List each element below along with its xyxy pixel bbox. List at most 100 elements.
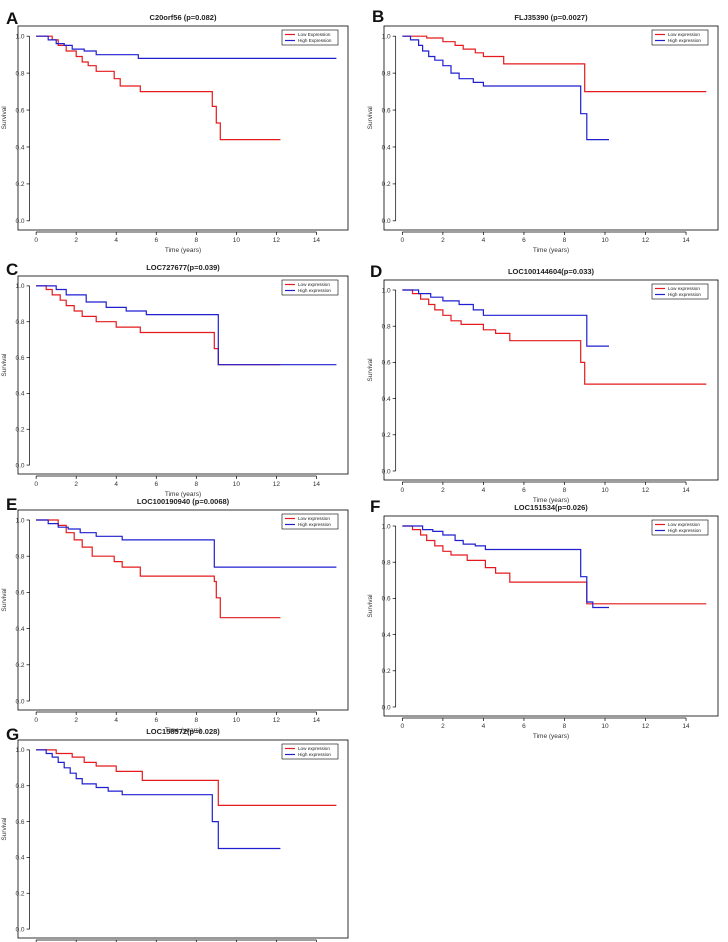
series-line-low	[36, 285, 281, 366]
y-tick-label: 1.0	[16, 517, 25, 524]
x-tick-label: 4	[114, 717, 118, 724]
legend-entry: High expression	[298, 522, 331, 527]
legend-entry: Low expression	[668, 522, 700, 527]
x-axis-label: Time (years)	[165, 727, 201, 734]
x-axis-label: Time (years)	[165, 247, 201, 254]
plot-frame	[17, 275, 349, 475]
x-tick-label: 12	[273, 481, 281, 488]
x-tick-label: 14	[313, 481, 321, 488]
plot-frame	[17, 25, 349, 231]
x-tick-label: 2	[441, 237, 445, 244]
x-tick-label: 10	[233, 237, 241, 244]
x-tick-label: 12	[642, 237, 650, 244]
x-tick-label: 14	[682, 723, 690, 730]
x-tick-label: 0	[34, 237, 38, 244]
y-tick-label: 0.6	[16, 355, 25, 362]
x-tick-label: 10	[601, 237, 609, 244]
x-tick-label: 2	[74, 237, 78, 244]
series-line-high	[36, 749, 281, 850]
series-line-low	[402, 35, 707, 93]
x-tick-label: 0	[401, 723, 405, 730]
y-axis-label: Survival	[1, 817, 8, 841]
x-tick-label: 6	[522, 487, 526, 494]
km-panel-d: D LOC100144604(p=0.033) 0.0 0.2 0.4 0.6 0.8 1.0…	[367, 262, 719, 504]
legend-box	[651, 29, 709, 46]
x-tick-label: 12	[642, 487, 650, 494]
x-tick-label: 12	[642, 723, 650, 730]
x-tick-label: 2	[441, 723, 445, 730]
x-tick-label: 14	[682, 237, 690, 244]
y-tick-label: 0.6	[382, 360, 391, 367]
legend-entry: High expression	[298, 288, 331, 293]
legend-entry: High expression	[298, 752, 331, 757]
plot-frame	[383, 25, 719, 231]
km-panel-a: A C20orf56 (p=0.082) 0.0 0.2 0.4 0.6 0.8 1.0 0 2 4…	[1, 9, 349, 254]
series-line-low	[36, 35, 281, 141]
x-tick-label: 6	[154, 481, 158, 488]
legend-entry: High expression	[668, 528, 701, 533]
x-tick-label: 8	[194, 237, 198, 244]
x-tick-label: 4	[482, 723, 486, 730]
legend-box	[651, 283, 709, 300]
km-panel-c: C LOC727677(p=0.039) 0.0 0.2 0.4 0.6 0.8 1.0 0 2 4…	[1, 260, 349, 498]
series-line-high	[36, 519, 337, 568]
panel-letter: A	[6, 9, 18, 28]
x-tick-label: 8	[194, 717, 198, 724]
x-tick-label: 8	[194, 481, 198, 488]
legend-entry: Low Expression	[298, 32, 331, 37]
y-tick-label: 0.4	[382, 144, 391, 151]
y-tick-label: 0.8	[16, 70, 25, 77]
legend-box	[281, 513, 339, 530]
series-line-high	[402, 289, 609, 347]
y-tick-label: 0.8	[16, 319, 25, 326]
x-tick-label: 12	[273, 237, 281, 244]
y-tick-label: 0.0	[382, 218, 391, 225]
series-line-low	[36, 519, 281, 619]
chart-title: LOC727677(p=0.039)	[146, 263, 220, 272]
panel-letter: D	[370, 262, 382, 281]
panel-letter: F	[370, 497, 380, 516]
y-tick-label: 0.4	[16, 144, 25, 151]
y-tick-label: 0.6	[16, 590, 25, 597]
panel-letter: B	[372, 7, 384, 26]
x-tick-label: 14	[313, 237, 321, 244]
plot-frame	[383, 279, 719, 481]
y-tick-label: 0.0	[16, 218, 25, 225]
y-tick-label: 0.2	[16, 891, 25, 898]
legend-entry: Low expression	[298, 282, 330, 287]
x-tick-label: 8	[563, 723, 567, 730]
x-tick-label: 4	[482, 487, 486, 494]
legend-entry: Low expression	[298, 746, 330, 751]
x-tick-label: 6	[522, 723, 526, 730]
y-tick-label: 0.0	[382, 468, 391, 475]
x-tick-label: 6	[154, 237, 158, 244]
x-axis-label: Time (years)	[165, 491, 201, 498]
y-tick-label: 0.0	[16, 926, 25, 933]
y-tick-label: 0.4	[16, 391, 25, 398]
legend-box	[281, 279, 339, 296]
x-tick-label: 0	[34, 481, 38, 488]
panel-letter: G	[6, 725, 19, 744]
x-tick-label: 0	[401, 487, 405, 494]
series-line-high	[402, 525, 609, 609]
plot-frame	[17, 509, 349, 711]
x-tick-label: 4	[114, 237, 118, 244]
x-tick-label: 0	[34, 717, 38, 724]
y-tick-label: 0.6	[382, 107, 391, 114]
km-panel-e: E LOC100190940 (p=0.0068) 0.0 0.2 0.4 0.6 0.8 1…	[1, 495, 349, 734]
series-line-high	[36, 285, 337, 366]
x-tick-label: 12	[273, 717, 281, 724]
x-tick-label: 0	[401, 237, 405, 244]
x-tick-label: 4	[114, 481, 118, 488]
x-tick-label: 6	[522, 237, 526, 244]
series-line-low	[402, 289, 707, 385]
chart-title: LOC100144604(p=0.033)	[508, 267, 595, 276]
km-panel-f: F LOC151534(p=0.026) 0.0 0.2 0.4 0.6 0.8 1.0 0 2 4…	[367, 497, 719, 740]
x-tick-label: 10	[601, 487, 609, 494]
chart-title: LOC151534(p=0.026)	[514, 503, 588, 512]
series-line-high	[402, 35, 609, 141]
plot-frame	[383, 515, 719, 717]
